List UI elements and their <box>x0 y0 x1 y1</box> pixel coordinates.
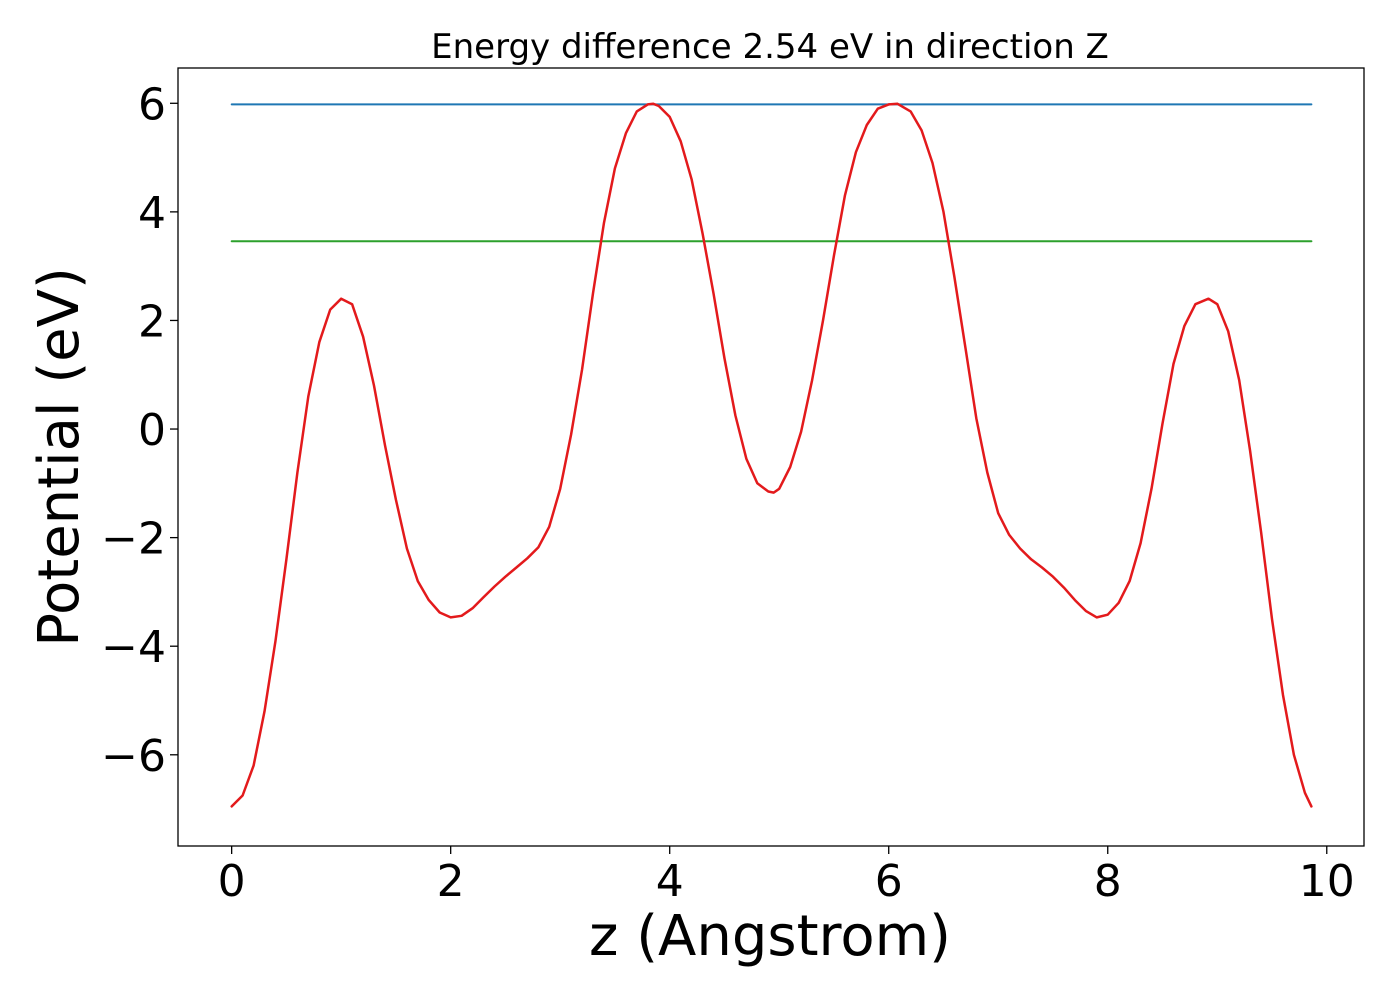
x-tick-label: 0 <box>218 856 246 907</box>
x-tick-label: 8 <box>1094 856 1122 907</box>
y-tick-label: 4 <box>138 188 166 239</box>
series-line-red <box>230 102 1313 808</box>
x-tick-label: 4 <box>656 856 684 907</box>
y-tick-label: 2 <box>138 296 166 347</box>
plot-area <box>230 102 1313 808</box>
y-axis-label: Potential (eV) <box>27 267 92 647</box>
y-tick-label: −6 <box>101 731 166 782</box>
x-tick-label: 10 <box>1299 856 1355 907</box>
x-tick-label: 2 <box>437 856 465 907</box>
y-axis: −6 −4 −2 0 2 4 6 <box>101 79 178 782</box>
y-tick-label: 0 <box>138 405 166 456</box>
chart-title: Energy difference 2.54 eV in direction Z <box>431 27 1109 67</box>
y-tick-label: 6 <box>138 79 166 130</box>
x-axis-label: z (Angstrom) <box>589 904 951 969</box>
plot-frame <box>177 67 1365 847</box>
x-tick-label: 6 <box>875 856 903 907</box>
x-axis: 0 2 4 6 8 10 <box>218 846 1355 907</box>
y-tick-label: −4 <box>101 622 166 673</box>
y-tick-label: −2 <box>101 514 166 565</box>
